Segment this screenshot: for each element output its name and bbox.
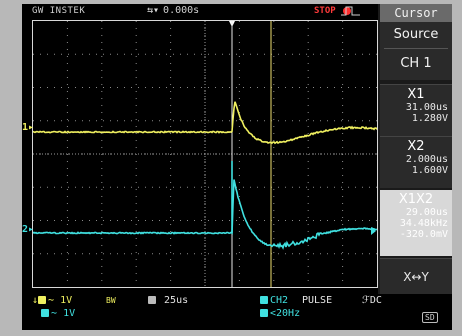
rising-edge-icon: ℱ bbox=[362, 295, 370, 306]
trigger-frequency: <20Hz bbox=[260, 308, 300, 320]
cursor-x2-button[interactable]: X2 2.000us 1.600V bbox=[380, 136, 452, 188]
scope-screen: GW INSTEK ⇆▾ 0.000s STOP 1▸ 2▸ Cursor Sou… bbox=[22, 4, 452, 330]
x1x2-frequency: 34.48kHz bbox=[380, 218, 452, 229]
arrow-left-right-icon: ⇆▾ bbox=[147, 5, 159, 16]
x2-label: X2 bbox=[380, 137, 452, 154]
trigger-badge-icon bbox=[260, 309, 268, 317]
status-bar: GW INSTEK ⇆▾ 0.000s STOP bbox=[22, 4, 376, 18]
ac-coupling-icon: ∼ bbox=[48, 295, 54, 306]
source-value: CH 1 bbox=[384, 48, 448, 73]
trigger-type: PULSE bbox=[302, 295, 332, 307]
brand-logo: GW INSTEK bbox=[32, 4, 85, 18]
x1-voltage: 1.280V bbox=[380, 113, 452, 124]
menu-title: Cursor bbox=[380, 4, 452, 22]
ch2-scale[interactable]: ∼ 1V bbox=[32, 308, 75, 320]
x1x2-label: X1X2 bbox=[380, 190, 452, 207]
x1x2-delta-t: 29.00us bbox=[380, 207, 452, 218]
x1-label: X1 bbox=[380, 85, 452, 102]
ch1-scale[interactable]: ↓ ∼ 1V bbox=[32, 295, 72, 307]
trigger-edge-icon bbox=[340, 5, 362, 17]
cursor-menu: Cursor Source CH 1 X1 31.00us 1.280V X2 … bbox=[378, 4, 452, 294]
x2-voltage: 1.600V bbox=[380, 165, 452, 176]
waveform-canvas bbox=[33, 21, 377, 287]
ch2-ground-marker[interactable]: 2▸ bbox=[22, 225, 34, 235]
bottom-status-bar: ↓ ∼ 1V ∼ 1V BW 25us CH2 PULSE ℱDC <20Hz S… bbox=[22, 294, 452, 330]
ch1-ground-marker[interactable]: 1▸ bbox=[22, 123, 34, 133]
ch1-waveform bbox=[33, 102, 377, 144]
timebase[interactable]: 25us bbox=[148, 295, 188, 307]
ch1-badge-icon bbox=[38, 296, 46, 304]
trigger-coupling: ℱDC bbox=[362, 295, 382, 307]
xy-swap-button[interactable]: X↔Y bbox=[380, 258, 452, 294]
trigger-badge-icon bbox=[260, 296, 268, 304]
timebase-icon bbox=[148, 296, 156, 304]
x1-time: 31.00us bbox=[380, 102, 452, 113]
cursor-x1x2-button[interactable]: X1X2 29.00us 34.48kHz -320.0mV bbox=[380, 190, 452, 256]
xy-label: X↔Y bbox=[380, 259, 452, 295]
ac-coupling-icon: ∼ bbox=[51, 308, 57, 319]
trigger-source[interactable]: CH2 bbox=[260, 295, 288, 307]
sd-card-icon: SD bbox=[422, 312, 438, 323]
cursor-x1-button[interactable]: X1 31.00us 1.280V bbox=[380, 84, 452, 136]
run-state-label: STOP bbox=[314, 6, 336, 16]
x1x2-delta-v: -320.0mV bbox=[380, 229, 452, 240]
bandwidth-limit: BW bbox=[106, 295, 116, 307]
trigger-position: ⇆▾ 0.000s bbox=[147, 4, 199, 18]
trigger-position-value: 0.000s bbox=[163, 5, 199, 16]
ch2-badge-icon bbox=[41, 309, 49, 317]
waveform-grid[interactable] bbox=[32, 20, 378, 288]
source-button[interactable]: Source CH 1 bbox=[380, 22, 452, 80]
x2-time: 2.000us bbox=[380, 154, 452, 165]
source-label: Source bbox=[380, 22, 452, 44]
